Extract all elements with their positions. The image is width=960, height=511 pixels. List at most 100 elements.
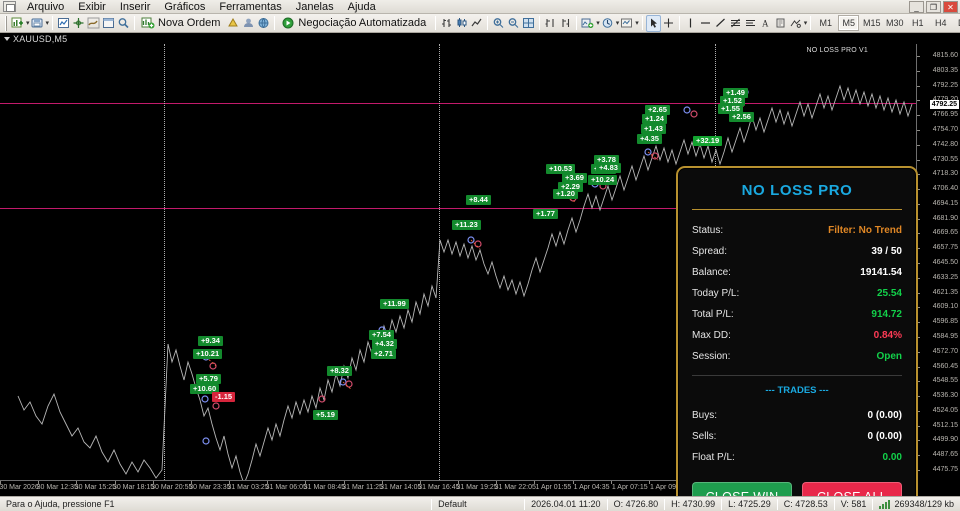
chart-symbol-bar[interactable]: XAUUSD,M5	[0, 33, 960, 44]
zoom-in-icon[interactable]	[491, 15, 506, 32]
close-win-button[interactable]: CLOSE WIN	[692, 482, 792, 496]
zoom-out-icon[interactable]	[506, 15, 521, 32]
timeframe-m1[interactable]: M1	[819, 18, 833, 28]
close-all-button[interactable]: CLOSE ALL	[802, 482, 902, 496]
menu-item-inserir[interactable]: Inserir	[119, 0, 151, 13]
price-tick-label: 4718.30	[932, 170, 958, 178]
ea-trade-row: Float P/L: 0.00	[692, 447, 902, 468]
time-tick-label: 31 Mar 19:25	[456, 484, 498, 491]
bar-chart-icon[interactable]	[439, 15, 454, 32]
day-separator-1	[164, 44, 165, 480]
menu-item-arquivo[interactable]: Arquivo	[27, 0, 65, 13]
time-tick-mark	[267, 481, 269, 484]
time-tick-label: 1 Apr 07:15	[611, 484, 648, 491]
navigator-icon[interactable]	[101, 15, 116, 32]
timeframe-h4[interactable]: H4	[935, 18, 947, 28]
time-tick-mark	[152, 481, 154, 484]
ea-panel[interactable]: NO LOSS PRO Status: Filter: No Trend Sprea…	[676, 166, 918, 496]
restore-icon[interactable]: ❐	[926, 1, 941, 13]
autotrading-button[interactable]: Negociação Automatizada	[278, 15, 432, 32]
candlestick-chart-icon[interactable]	[454, 15, 469, 32]
trade-pl-tag: +3.69	[562, 173, 587, 183]
equidistant-channel-icon[interactable]	[743, 15, 758, 32]
autotrading-label: Negociação Automatizada	[298, 17, 427, 29]
price-axis[interactable]: 4815.604803.354792.254779.204766.954754.…	[916, 44, 960, 480]
ea-trade-value: 0.00	[882, 452, 902, 463]
price-tick-mark	[917, 455, 920, 457]
new-chart-caret-icon[interactable]: ▾	[26, 20, 30, 27]
new-order-button[interactable]: Nova Ordem	[138, 15, 226, 32]
ea-trades-list: Buys: 0 (0.00) Sells: 0 (0.00) Float P/L: 0.0…	[692, 405, 902, 468]
menu-item-exibir[interactable]: Exibir	[78, 0, 106, 13]
timeframe-h1[interactable]: H1	[912, 18, 924, 28]
crosshair-icon[interactable]	[71, 15, 86, 32]
price-tick-mark	[917, 203, 920, 205]
minimize-icon[interactable]: _	[909, 1, 924, 13]
crosshair-tool-icon[interactable]	[661, 15, 676, 32]
time-tick-mark	[229, 481, 230, 484]
timeframe-m30[interactable]: M30	[886, 18, 904, 28]
toolbar-sep-6	[539, 16, 541, 30]
chart-ea-label: NO LOSS PRO V1	[806, 47, 868, 54]
chart-area[interactable]: +9.34 +10.21 +5.79 +10.60 -1.15 +8.32 +5.19 +11…	[0, 44, 960, 496]
timeframe-d1[interactable]: D1	[953, 15, 960, 31]
mql5-community-icon[interactable]	[241, 15, 256, 32]
time-tick-mark	[114, 481, 116, 484]
templates-caret-icon[interactable]: ▾	[635, 20, 639, 27]
trade-pl-tag: +8.44	[466, 195, 491, 205]
menu-item-janelas[interactable]: Janelas	[295, 0, 334, 13]
price-tick-label: 4645.50	[932, 259, 958, 266]
shift-end-icon[interactable]	[543, 15, 558, 32]
price-tick-label: 4779.20	[933, 96, 958, 103]
text-object-icon[interactable]	[773, 15, 788, 32]
data-window-icon[interactable]	[86, 15, 101, 32]
toolbar-grip[interactable]	[5, 15, 7, 31]
line-chart-icon[interactable]	[469, 15, 484, 32]
tile-windows-icon[interactable]	[521, 15, 536, 32]
toolbar-sep-4	[435, 16, 437, 30]
trendline-icon[interactable]	[713, 15, 728, 32]
price-tick-mark	[917, 70, 920, 72]
market-watch-icon[interactable]	[56, 15, 71, 32]
help-globe-icon[interactable]	[256, 15, 271, 32]
price-tick-mark	[917, 440, 920, 442]
timeframe-m15[interactable]: M15	[863, 18, 881, 28]
menu-item-graficos[interactable]: Gráficos	[164, 0, 206, 13]
menu-item-ajuda[interactable]: Ajuda	[347, 0, 376, 13]
price-tick-label: 4730.55	[932, 155, 958, 163]
horizontal-line-icon[interactable]	[698, 15, 713, 32]
price-tick-label: 4524.05	[932, 406, 958, 414]
period-caret-icon[interactable]: ▾	[615, 20, 620, 27]
indicators-caret-icon[interactable]: ▾	[596, 20, 600, 27]
shapes-caret-icon[interactable]: ▾	[803, 20, 808, 27]
ea-stat-row: Status: Filter: No Trend	[692, 220, 902, 241]
period-icon[interactable]	[600, 15, 615, 32]
templates-icon[interactable]	[619, 15, 634, 32]
ea-trade-label: Float P/L:	[692, 452, 735, 463]
trade-pl-tag: +10.53	[546, 164, 576, 174]
ea-stat-row: Today P/L: 25.54	[692, 283, 902, 304]
expert-advisors-icon[interactable]	[226, 15, 241, 32]
trade-pl-tag: +1.49	[723, 88, 748, 98]
price-tick-label: 4706.40	[932, 185, 958, 193]
status-connection[interactable]: 269348/129 kb	[873, 498, 960, 511]
close-icon[interactable]: ✕	[943, 1, 958, 13]
auto-scroll-icon[interactable]	[558, 15, 573, 32]
new-chart-icon[interactable]	[10, 15, 25, 32]
cursor-icon[interactable]	[645, 14, 661, 32]
chart-plot[interactable]: +9.34 +10.21 +5.79 +10.60 -1.15 +8.32 +5.19 +11…	[0, 44, 916, 480]
terminal-icon[interactable]	[116, 15, 131, 32]
fibonacci-icon[interactable]	[728, 15, 743, 32]
text-label-icon[interactable]: A	[758, 15, 773, 32]
vertical-line-icon[interactable]	[683, 15, 698, 32]
shapes-icon[interactable]	[788, 15, 803, 32]
chevron-down-icon[interactable]	[4, 36, 10, 41]
timeframe-m5[interactable]: M5	[838, 15, 860, 31]
ea-stat-row: Total P/L: 914.72	[692, 304, 902, 325]
profiles-icon[interactable]	[30, 15, 45, 32]
menu-item-ferramentas[interactable]: Ferramentas	[219, 0, 282, 13]
status-profile[interactable]: Default	[438, 499, 467, 509]
indicators-icon[interactable]	[580, 15, 595, 32]
profiles-caret-icon[interactable]: ▾	[45, 20, 50, 27]
ea-stat-value: 0.84%	[873, 330, 902, 341]
